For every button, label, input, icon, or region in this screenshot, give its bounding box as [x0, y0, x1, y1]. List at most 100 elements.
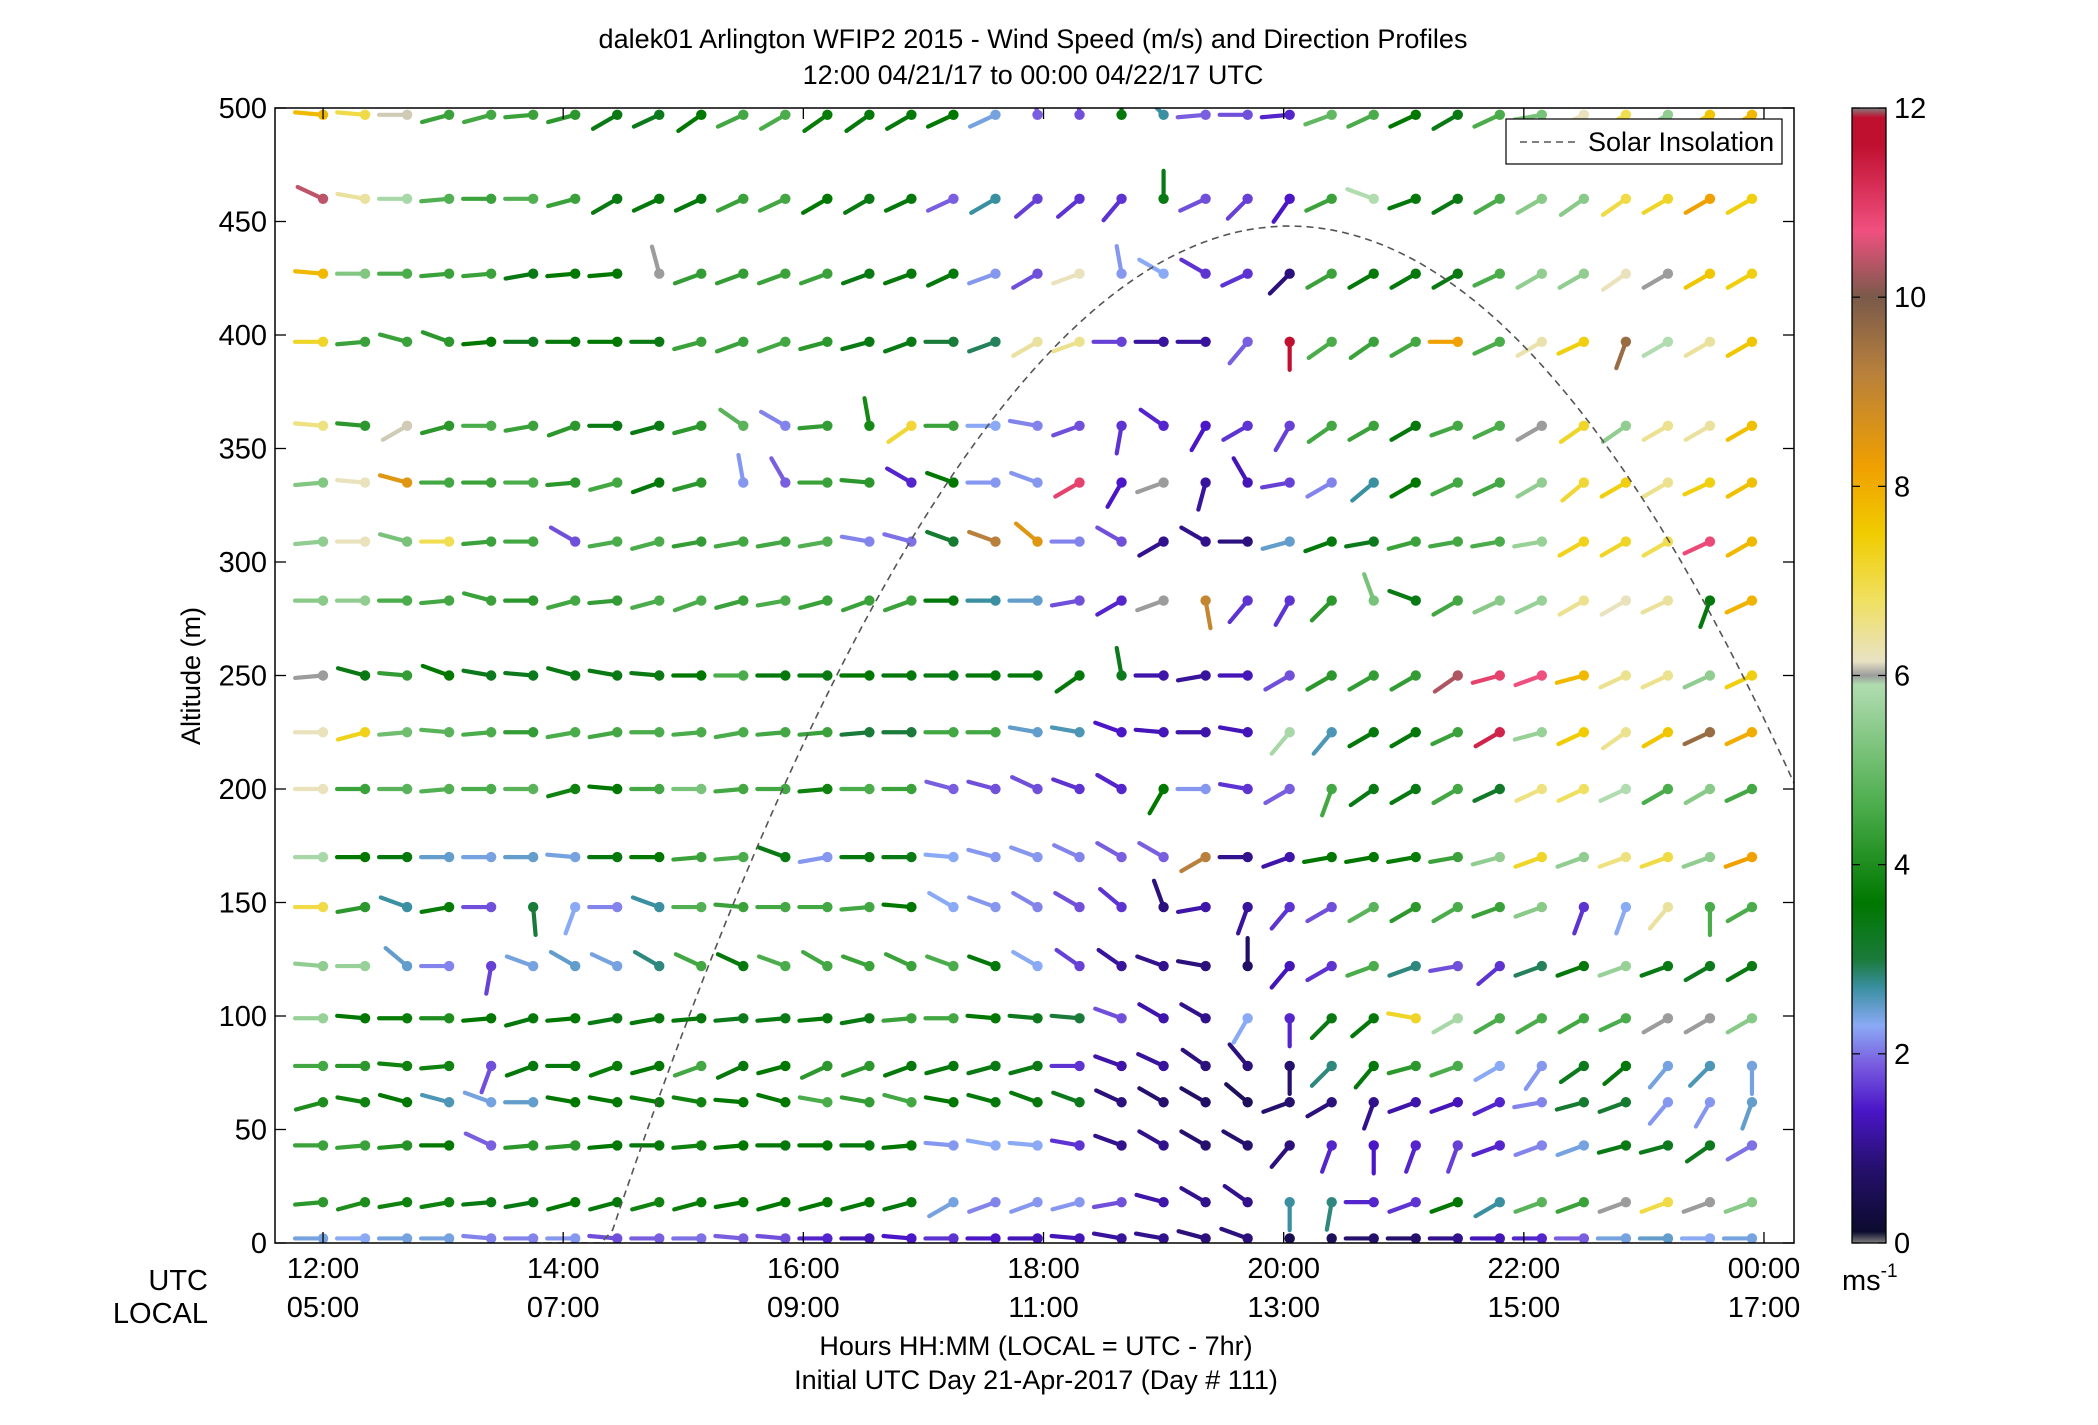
- wind-barb-point: [527, 1060, 539, 1072]
- wind-barb-point: [569, 783, 581, 795]
- wind-barb-point: [1662, 1233, 1674, 1243]
- wind-barb-point: [1620, 109, 1632, 121]
- colorbar: 0 2 4 6 8 10 12 ms-1: [1842, 93, 1926, 1297]
- wind-barb-point: [654, 727, 665, 738]
- wind-barb-point: [1326, 536, 1337, 547]
- colorbar-tick-label: 10: [1894, 282, 1926, 314]
- wind-barb-point: [948, 420, 959, 431]
- wind-barb-point: [1536, 336, 1548, 348]
- wind-barb-point: [1452, 595, 1463, 606]
- wind-barb-point: [780, 1233, 791, 1243]
- wind-barb-point: [1704, 783, 1716, 795]
- wind-barb-point: [317, 420, 329, 431]
- wind-barb-point: [1410, 1233, 1421, 1243]
- wind-barb-point: [1494, 1140, 1506, 1151]
- wind-barb-point: [1662, 960, 1674, 972]
- wind-barb-point: [990, 1196, 1001, 1208]
- wind-barb-point: [1704, 1097, 1716, 1108]
- wind-barb-point: [780, 851, 791, 863]
- wind-barb-point: [1032, 1060, 1043, 1072]
- wind-barb-point: [443, 336, 455, 348]
- wind-barb-point: [612, 336, 623, 348]
- wind-barb-point: [948, 1060, 959, 1072]
- wind-barb-point: [780, 1140, 791, 1151]
- wind-barb-point: [1158, 1060, 1169, 1072]
- wind-barb-point: [1536, 1097, 1548, 1108]
- wind-barb-point: [738, 851, 749, 863]
- wind-barb-point: [990, 960, 1001, 972]
- wind-barb-point: [822, 1196, 833, 1208]
- wind-barb-point: [1578, 1140, 1590, 1151]
- wind-barb-point: [1200, 1233, 1211, 1243]
- wind-barb-point: [948, 1233, 959, 1243]
- colorbar-unit-exponent: -1: [1881, 1261, 1898, 1282]
- wind-barb-point: [317, 1097, 329, 1108]
- legend-label: Solar Insolation: [1588, 127, 1774, 157]
- wind-barb-point: [1494, 336, 1506, 348]
- wind-barb-point: [822, 1233, 833, 1243]
- wind-barb-point: [1032, 901, 1043, 913]
- wind-barb-point: [1410, 960, 1421, 972]
- wind-barb-point: [1032, 420, 1043, 431]
- wind-barb-point: [569, 420, 581, 431]
- y-tick-label: 300: [219, 547, 267, 579]
- wind-barb-point: [527, 477, 539, 488]
- wind-barb-point: [1410, 336, 1421, 348]
- wind-barb-point: [359, 1233, 371, 1243]
- wind-barb-point: [1158, 851, 1169, 863]
- wind-barb-point: [1746, 268, 1758, 279]
- wind-barb-point: [654, 901, 665, 913]
- wind-barb-point: [780, 536, 791, 547]
- wind-barb-point: [654, 1196, 665, 1208]
- wind-barb-point: [1284, 1013, 1295, 1024]
- wind-barb-point: [359, 1013, 371, 1024]
- wind-barb-point: [1578, 960, 1590, 972]
- wind-barb-point: [948, 477, 959, 488]
- wind-barb-point: [569, 1140, 581, 1151]
- wind-barb-point: [822, 727, 833, 738]
- wind-barb-point: [1242, 420, 1253, 431]
- wind-barb-point: [443, 851, 455, 863]
- wind-barb-point: [1746, 1140, 1758, 1151]
- wind-barb-point: [1200, 1060, 1211, 1072]
- wind-barb-point: [864, 727, 875, 738]
- wind-barb-point: [1284, 1060, 1295, 1072]
- wind-barb-point: [1116, 1013, 1127, 1024]
- wind-barb-point: [948, 960, 959, 972]
- wind-barb-point: [317, 1060, 329, 1072]
- x-tick-label-local: 07:00: [527, 1292, 600, 1324]
- wind-barb-point: [738, 783, 749, 795]
- wind-barb-point: [738, 901, 749, 913]
- wind-barb-point: [906, 336, 917, 348]
- wind-barb-point: [1326, 783, 1337, 795]
- wind-barb-point: [1410, 193, 1421, 204]
- y-tick-label: 500: [219, 93, 267, 125]
- wind-barb-point: [1578, 1233, 1590, 1243]
- wind-barb-point: [1452, 851, 1463, 863]
- wind-barb-point: [612, 1060, 623, 1072]
- wind-barb-point: [1116, 268, 1127, 279]
- wind-barb-point: [990, 420, 1001, 431]
- wind-barb-point: [1200, 960, 1211, 972]
- wind-barb-point: [696, 670, 707, 681]
- wind-barb-point: [1116, 851, 1127, 863]
- wind-barb-point: [1284, 595, 1295, 606]
- wind-barb-point: [1158, 960, 1169, 972]
- wind-barb-point: [1746, 851, 1758, 863]
- wind-barb-point: [359, 193, 371, 204]
- wind-barb-point: [527, 783, 539, 795]
- wind-barb-point: [1116, 536, 1127, 547]
- wind-barb-point: [1494, 901, 1506, 913]
- wind-barb-point: [359, 109, 371, 121]
- wind-barb-point: [1620, 1013, 1632, 1024]
- wind-barb-point: [1242, 109, 1253, 121]
- wind-barb-point: [1242, 1140, 1253, 1151]
- wind-barb-point: [1536, 783, 1548, 795]
- wind-barb-point: [1242, 268, 1253, 279]
- wind-barb-point: [317, 901, 329, 913]
- wind-barb-point: [1746, 336, 1758, 348]
- wind-barb-point: [1578, 670, 1590, 681]
- wind-barb-point: [1074, 109, 1085, 121]
- wind-barb-point: [359, 336, 371, 348]
- wind-barb-point: [569, 1233, 581, 1243]
